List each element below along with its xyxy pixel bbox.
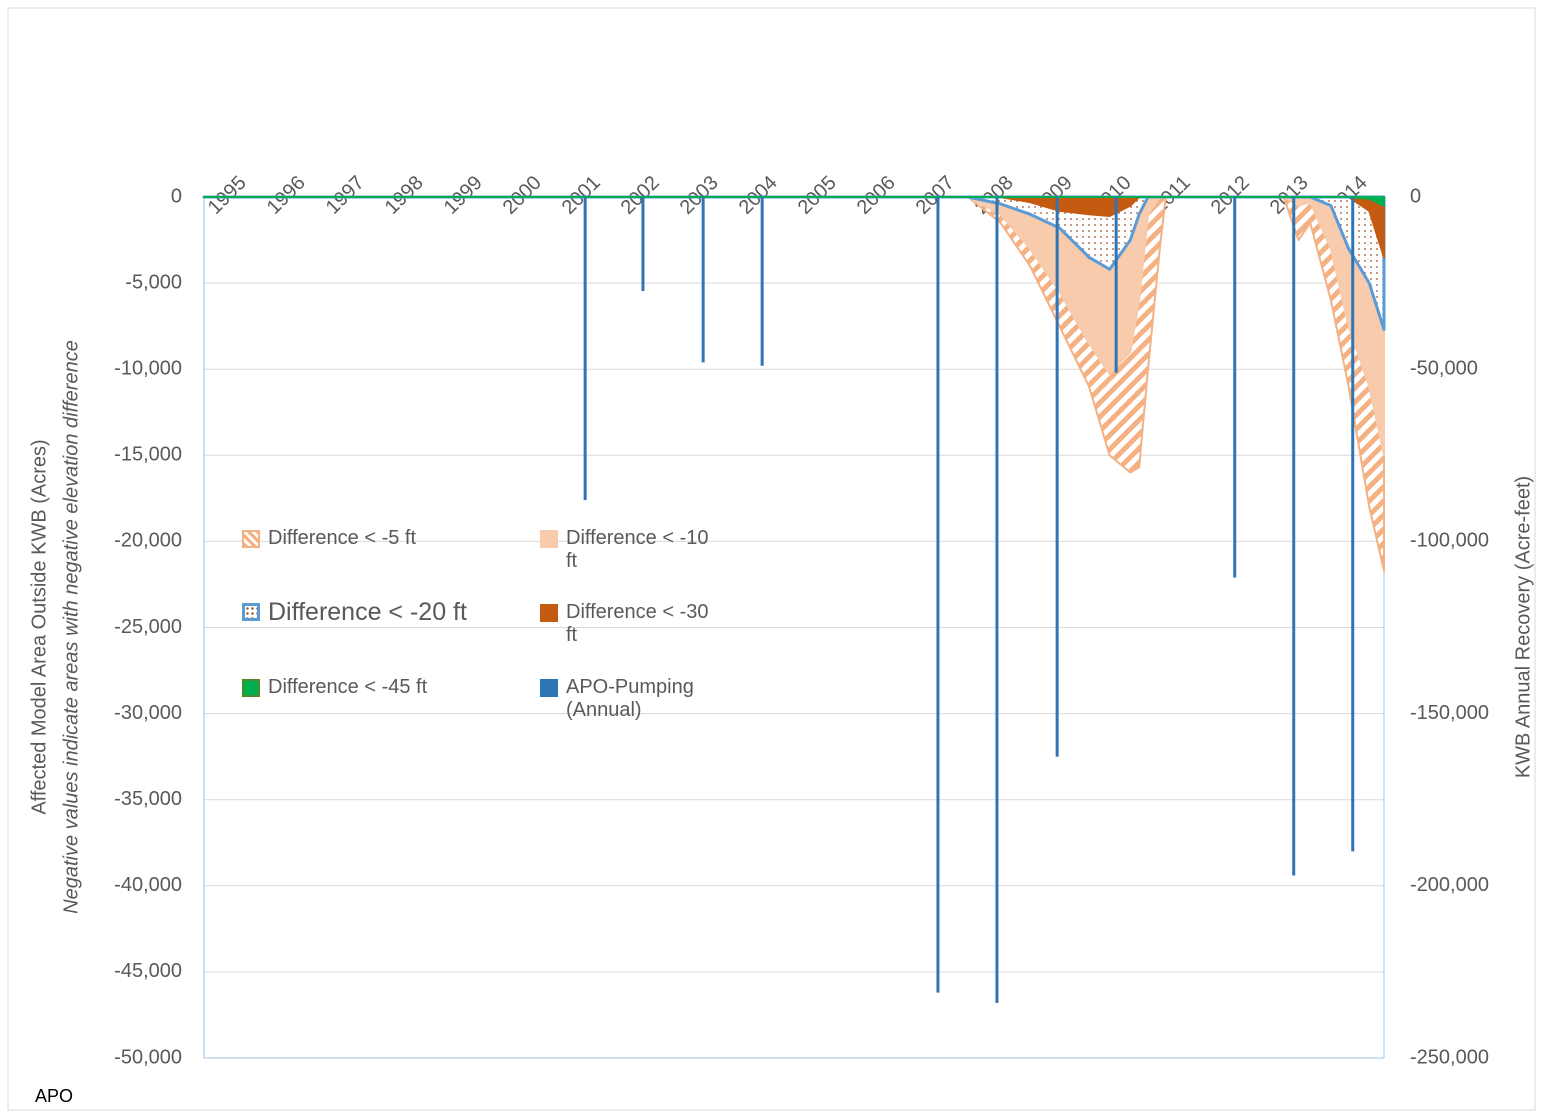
legend-item: Difference < -20 ft — [242, 598, 512, 627]
bar — [936, 197, 940, 993]
area — [202, 195, 1386, 332]
x-tick-label: 2001 — [558, 172, 605, 219]
x-tick-label: 1996 — [263, 172, 310, 219]
legend-item: Difference < -5 ft — [242, 527, 512, 550]
y2-tick-label: 0 — [1410, 185, 1421, 207]
bar — [1114, 197, 1118, 373]
y2-tick-label: -150,000 — [1410, 702, 1489, 724]
y-tick-label: 0 — [171, 185, 182, 207]
y-tick-label: -25,000 — [114, 616, 182, 638]
footnote: APO — [35, 1086, 73, 1106]
x-tick-label: 2005 — [794, 172, 841, 219]
bar — [583, 197, 587, 501]
bar — [641, 197, 645, 292]
legend-label: Difference < -30 ft — [566, 601, 709, 646]
legend-item: Difference < -45 ft — [242, 676, 512, 699]
legend-label: Difference < -20 ft — [268, 598, 467, 626]
x-tick-label: 1998 — [381, 172, 428, 219]
area — [203, 196, 1385, 572]
x-tick-label: 2007 — [912, 172, 959, 219]
legend-label: Difference < -45 ft — [268, 676, 428, 698]
y-axis-note: Negative values indicate areas with nega… — [60, 340, 82, 914]
y-tick-label: -35,000 — [114, 788, 182, 810]
area — [203, 196, 1385, 259]
legend-label: APO-Pumping (Annual) — [566, 676, 694, 721]
y-tick-label: -40,000 — [114, 874, 182, 896]
bar — [701, 197, 705, 363]
bar — [1351, 197, 1355, 852]
x-tick-label: 2004 — [735, 172, 782, 219]
legend-swatch — [242, 679, 260, 697]
y-tick-label: -30,000 — [114, 702, 182, 724]
x-tick-label: 1999 — [440, 172, 487, 219]
y-tick-label: -45,000 — [114, 960, 182, 982]
y2-axis-title: KWB Annual Recovery (Acre-feet) — [1512, 476, 1534, 778]
bar — [1055, 197, 1059, 757]
y-tick-label: -50,000 — [114, 1046, 182, 1068]
chart-border — [7, 7, 1536, 1111]
x-tick-label: 2002 — [617, 172, 664, 219]
x-tick-label: 2006 — [853, 172, 900, 219]
y-axis-title: Affected Model Area Outside KWB (Acres) — [28, 439, 50, 814]
bar — [995, 197, 999, 1003]
y-tick-label: -20,000 — [114, 530, 182, 552]
bar — [1233, 197, 1237, 578]
legend-item: APO-Pumping (Annual) — [540, 676, 710, 722]
bar — [760, 197, 764, 366]
legend-item: Difference < -10 ft — [540, 527, 710, 573]
area — [203, 196, 1385, 207]
area — [203, 196, 1385, 457]
y2-tick-label: -100,000 — [1410, 530, 1489, 552]
legend-label: Difference < -5 ft — [268, 527, 417, 549]
y2-tick-label: -200,000 — [1410, 874, 1489, 896]
x-tick-label: 1995 — [204, 172, 251, 219]
legend-swatch — [540, 530, 558, 548]
y-tick-label: -15,000 — [114, 444, 182, 466]
y-tick-label: -10,000 — [114, 357, 182, 379]
x-tick-label: 2000 — [499, 172, 546, 219]
y2-tick-label: -50,000 — [1410, 357, 1478, 379]
legend-swatch — [540, 679, 558, 697]
y-tick-label: -5,000 — [125, 271, 182, 293]
x-tick-label: 2003 — [676, 172, 723, 219]
legend-swatch — [242, 603, 260, 621]
legend-label: Difference < -10 ft — [566, 527, 709, 572]
x-tick-label: 2012 — [1207, 172, 1254, 219]
y2-tick-label: -250,000 — [1410, 1046, 1489, 1068]
legend-swatch — [242, 530, 260, 548]
bar — [1292, 197, 1296, 876]
legend-item: Difference < -30 ft — [540, 601, 710, 647]
x-tick-label: 1997 — [322, 172, 369, 219]
legend-swatch — [540, 604, 558, 622]
